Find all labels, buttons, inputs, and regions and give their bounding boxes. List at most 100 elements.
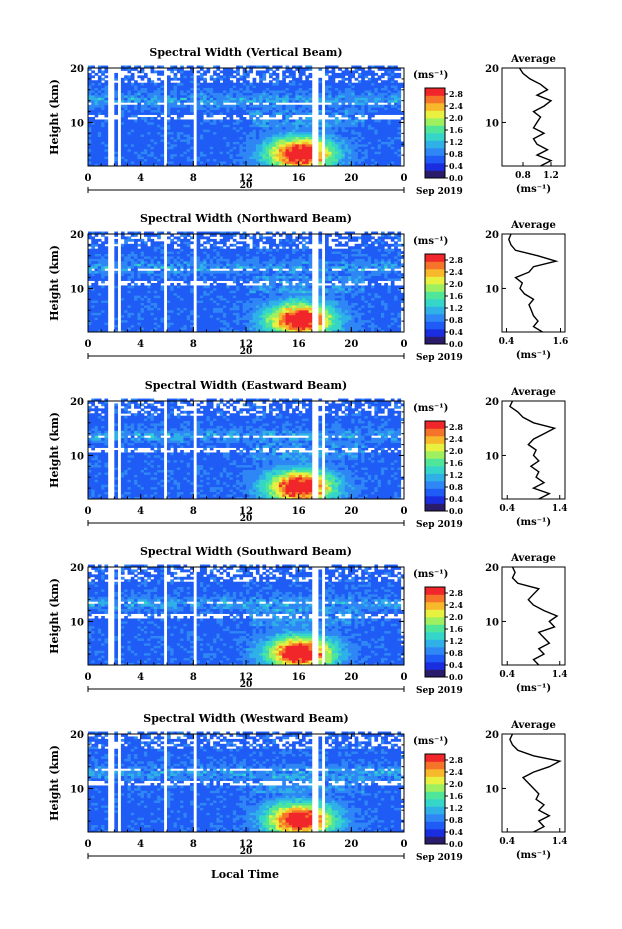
heatmap-cell [134,112,138,115]
heatmap-cell [331,124,336,128]
heatmap-cell [226,260,230,264]
heatmap-cell [295,112,300,115]
heatmap-cell [239,85,244,88]
heatmap-cell [216,92,221,96]
heatmap-cell [354,104,359,108]
heatmap-cell [380,94,385,98]
heatmap-cell [216,312,221,316]
heatmap-cell [190,92,194,96]
heatmap-cell [328,148,332,152]
heatmap-cell [203,153,207,157]
heatmap-cell [239,295,244,299]
heatmap-cell [249,114,253,118]
heatmap-cell [88,80,92,84]
heatmap-cell [97,322,102,326]
heatmap-cell [216,251,221,254]
heatmap-cell [91,290,95,294]
heatmap-cell [134,97,138,101]
heatmap-cell [252,148,257,152]
heatmap-cell [397,139,402,142]
heatmap-cell [160,327,165,330]
heatmap-cell [97,134,102,137]
heatmap-cell [170,307,174,311]
heatmap-cell [222,163,227,167]
heatmap-cell [157,129,161,133]
heatmap-cell [292,112,296,115]
heatmap-cell [229,307,234,311]
heatmap-cell [104,141,109,145]
heatmap-cell [288,75,293,79]
heatmap-cell [94,258,99,262]
heatmap-cell [308,121,313,125]
heatmap-cell [130,292,135,296]
heatmap-cell [91,112,95,115]
heatmap-cell [134,99,138,103]
heatmap-cell [325,126,329,130]
heatmap-cell [137,238,142,242]
heatmap-cell [147,300,151,303]
heatmap-cell [288,112,293,115]
heatmap-cell [380,68,385,71]
heatmap-cell [170,112,174,115]
heatmap-cell [199,243,204,247]
heatmap-cell [209,94,214,98]
heatmap-cell [190,131,194,135]
heatmap-cell [222,121,227,125]
heatmap-cell [120,82,125,86]
heatmap-cell [170,126,174,130]
heatmap-cell [101,99,105,103]
heatmap-cell [377,97,382,101]
heatmap-cell [351,92,356,96]
heatmap-cell [157,99,161,103]
heatmap-cell [196,258,201,262]
heatmap-cell [88,273,92,277]
heatmap-cell [167,319,171,323]
heatmap-cell [371,129,375,133]
heatmap-cell [183,295,188,299]
heatmap-cell [301,87,306,91]
heatmap-cell [341,161,346,164]
heatmap-cell [199,119,204,123]
heatmap-cell [97,153,102,157]
heatmap-cell [259,124,263,128]
heatmap-cell [130,317,135,321]
heatmap-cell [249,121,253,125]
heatmap-cell [348,117,352,120]
heatmap-cell [318,82,323,86]
heatmap-cell [206,158,211,162]
heatmap-cell [252,136,257,140]
heatmap-cell [176,94,181,98]
heatmap-cell [216,241,221,245]
heatmap-cell [285,151,290,155]
heatmap-cell [301,156,306,160]
heatmap-cell [318,163,323,167]
heatmap-cell [94,283,99,286]
heatmap-cell [91,307,95,311]
heatmap-cell [196,253,201,257]
heatmap-cell [209,131,214,135]
heatmap-cell [232,121,237,125]
heatmap-cell [130,107,135,111]
heatmap-cell [292,99,296,103]
heatmap-cell [137,102,142,106]
heatmap-cell [157,248,161,252]
heatmap-cell [219,124,224,128]
heatmap-cell [199,153,204,157]
heatmap-cell [186,324,191,328]
heatmap-cell [222,124,227,128]
heatmap-cell [292,153,296,157]
heatmap-cell [196,287,201,291]
heatmap-cell [344,156,349,160]
heatmap-cell [134,297,138,301]
heatmap-cell [160,258,165,262]
heatmap-cell [246,309,250,313]
heatmap-cell [206,99,211,103]
heatmap-cell [91,109,95,113]
heatmap-cell [246,302,250,306]
heatmap-cell [318,109,323,113]
heatmap-cell [295,92,300,96]
heatmap-cell [331,80,336,84]
heatmap-cell [246,119,250,123]
heatmap-cell [137,248,142,252]
heatmap-cell [219,146,224,150]
